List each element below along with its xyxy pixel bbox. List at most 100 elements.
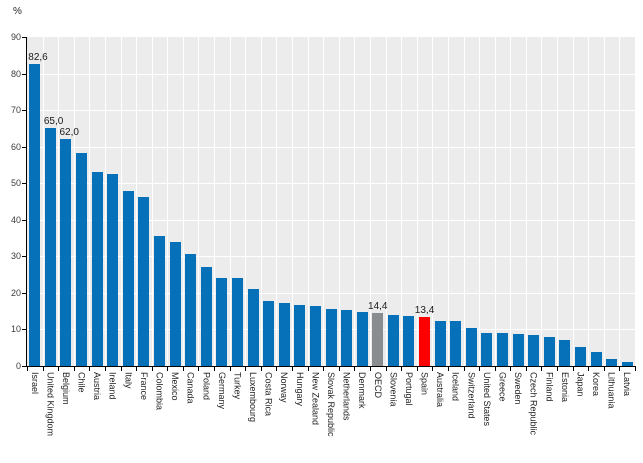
bar-israel — [29, 64, 41, 366]
y-axis-line — [26, 37, 27, 367]
y-axis-tick-label: 60 — [10, 141, 21, 152]
x-axis-tick — [120, 367, 122, 371]
gridline-vertical — [245, 37, 247, 366]
bar-korea — [590, 352, 602, 366]
y-axis-tick-label: 70 — [10, 105, 21, 116]
y-axis-tick — [22, 219, 26, 221]
x-axis-tick — [541, 367, 543, 371]
x-axis-label-norway: Norway — [279, 372, 290, 403]
bar-hungary — [294, 304, 306, 366]
gridline-vertical — [572, 37, 574, 366]
gridline-vertical — [167, 37, 169, 366]
bar-switzerland — [465, 327, 477, 366]
x-axis-tick — [167, 367, 169, 371]
x-axis-label-turkey: Turkey — [232, 372, 243, 400]
bar-norway — [278, 303, 290, 366]
gridline-horizontal — [27, 73, 635, 75]
x-axis-tick — [369, 367, 371, 371]
data-label-spain: 13,4 — [414, 305, 435, 316]
gridline-vertical — [151, 37, 153, 366]
x-axis-tick — [73, 367, 75, 371]
y-axis-tick — [22, 292, 26, 294]
y-axis-tick-label: 10 — [10, 324, 21, 335]
x-axis-tick — [510, 367, 512, 371]
bar-colombia — [154, 235, 165, 366]
gridline-vertical — [58, 37, 60, 366]
bar-slovenia — [387, 314, 399, 366]
x-axis-label-switzerland: Switzerland — [466, 372, 477, 419]
x-axis-tick — [479, 367, 481, 371]
x-axis-tick — [276, 367, 278, 371]
y-axis-tick-label: 50 — [10, 178, 21, 189]
gridline-vertical — [541, 37, 543, 366]
x-axis-label-portugal: Portugal — [403, 372, 414, 406]
x-axis-label-germany: Germany — [216, 372, 227, 410]
x-axis-line — [26, 366, 636, 367]
y-axis-tick — [22, 110, 26, 112]
gridline-vertical — [369, 37, 371, 366]
plot-area — [27, 37, 635, 366]
x-axis-label-oecd: OECD — [372, 372, 383, 399]
x-axis-tick — [463, 367, 465, 371]
bar-portugal — [403, 315, 415, 366]
gridline-vertical — [276, 37, 278, 366]
bar-italy — [122, 191, 134, 366]
x-axis-label-slovenia: Slovenia — [388, 372, 399, 407]
gridline-vertical — [198, 37, 200, 366]
y-axis-tick — [22, 146, 26, 148]
bar-oecd — [372, 313, 384, 366]
gridline-vertical — [603, 37, 605, 366]
x-axis-label-iceland: Iceland — [450, 372, 461, 402]
x-axis-label-netherlands: Netherlands — [341, 372, 352, 421]
x-axis-tick — [447, 367, 449, 371]
gridline-vertical — [214, 37, 216, 366]
x-axis-label-hungary: Hungary — [294, 372, 305, 407]
x-axis-label-mexico: Mexico — [170, 372, 181, 401]
x-axis-label-japan: Japan — [575, 372, 586, 397]
x-axis-label-australia: Australia — [435, 372, 446, 408]
x-axis-label-costa-rica: Costa Rica — [263, 372, 274, 417]
bar-netherlands — [341, 310, 353, 366]
x-axis-label-luxembourg: Luxembourg — [248, 372, 259, 423]
gridline-vertical — [182, 37, 184, 366]
gridline-vertical — [120, 37, 122, 366]
gridline-vertical — [323, 37, 325, 366]
gridline-vertical — [510, 37, 512, 366]
x-axis-tick — [182, 367, 184, 371]
y-axis-tick — [22, 183, 26, 185]
x-axis-label-new-zealand: New Zealand — [310, 372, 321, 426]
gridline-vertical — [354, 37, 356, 366]
bar-new-zealand — [309, 306, 321, 366]
x-axis-tick — [494, 367, 496, 371]
x-axis-tick — [588, 367, 590, 371]
x-axis-tick — [292, 367, 294, 371]
y-axis-tick-label: 90 — [10, 32, 21, 42]
bar-lithuania — [606, 358, 618, 366]
x-axis-tick — [151, 367, 153, 371]
gridline-vertical — [557, 37, 559, 366]
gridline-vertical — [463, 37, 465, 366]
bar-france — [138, 197, 150, 366]
x-axis-tick — [557, 367, 559, 371]
x-axis-tick — [354, 367, 356, 371]
gridline-horizontal — [27, 110, 635, 112]
y-axis-tick-label: 30 — [10, 251, 21, 262]
x-axis-tick — [603, 367, 605, 371]
y-axis-tick — [22, 329, 26, 331]
gridline-vertical — [447, 37, 449, 366]
gridline-vertical — [401, 37, 403, 366]
bar-poland — [200, 266, 212, 366]
x-axis-label-austria: Austria — [92, 372, 103, 401]
x-axis-tick — [104, 367, 106, 371]
bar-czech-republic — [528, 335, 540, 366]
gridline-vertical — [260, 37, 262, 366]
gridline-vertical — [73, 37, 75, 366]
x-axis-label-colombia: Colombia — [154, 372, 165, 411]
bar-canada — [185, 254, 197, 366]
x-axis-tick — [260, 367, 262, 371]
x-axis-tick — [89, 367, 91, 371]
gridline-horizontal — [27, 183, 635, 185]
y-axis-tick-label: 40 — [10, 214, 21, 225]
y-axis-tick-label: 0 — [15, 361, 21, 371]
